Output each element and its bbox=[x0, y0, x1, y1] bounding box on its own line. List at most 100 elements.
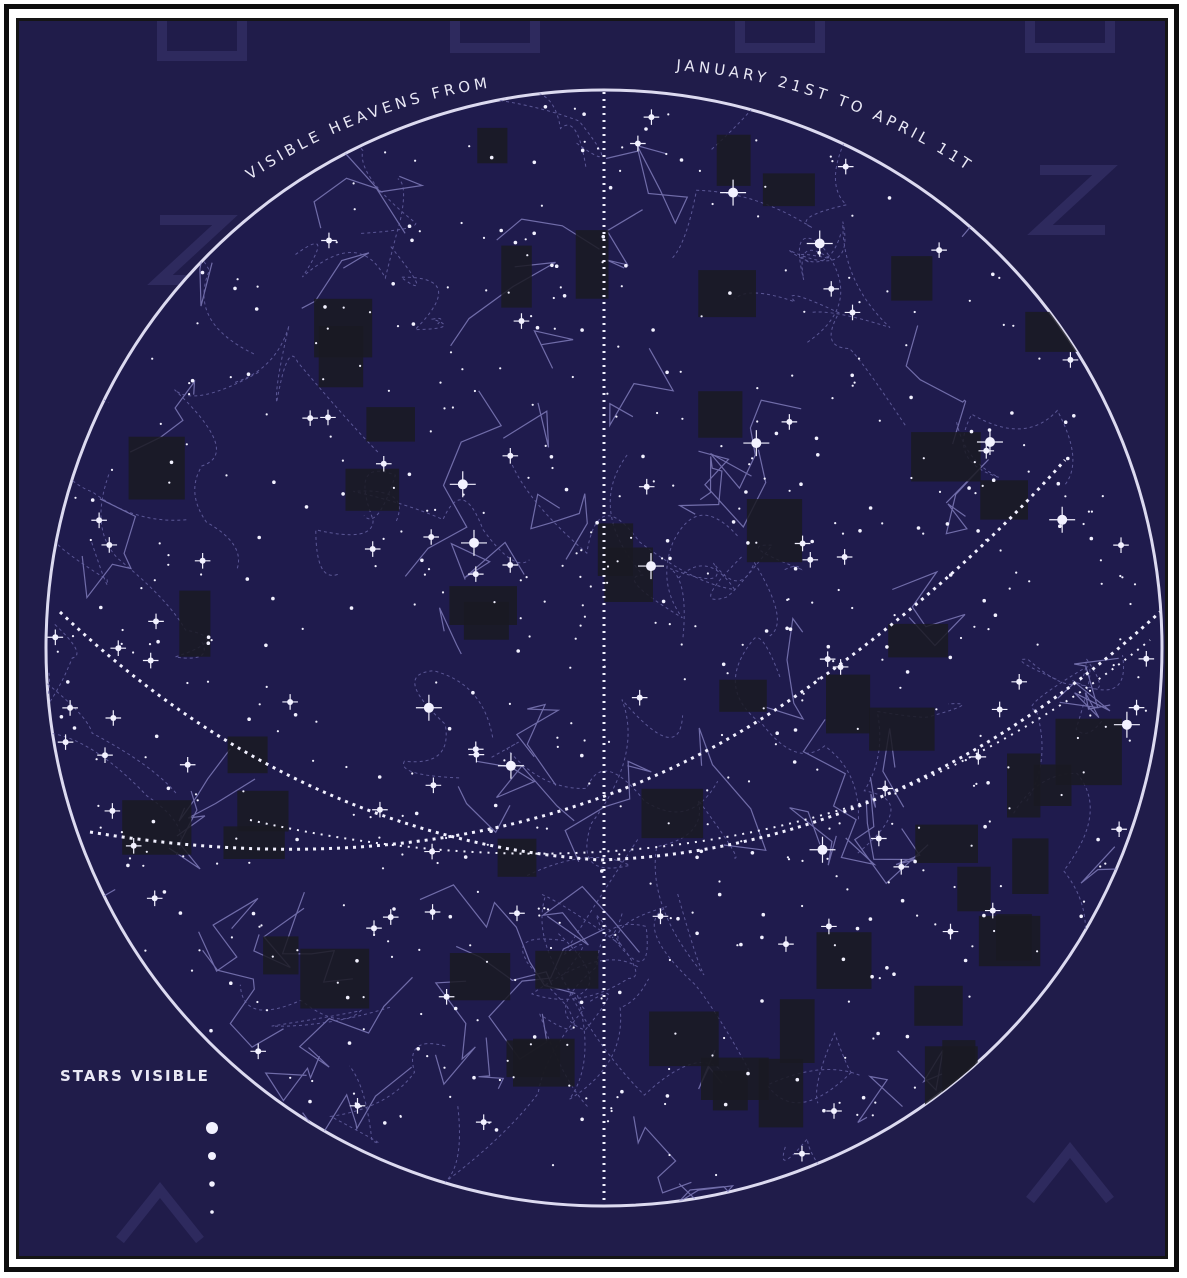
star bbox=[711, 1054, 714, 1057]
star bbox=[970, 844, 973, 847]
boundary-curve bbox=[174, 371, 259, 570]
star bbox=[543, 105, 548, 109]
star bbox=[445, 836, 448, 840]
star bbox=[583, 615, 587, 618]
star bbox=[844, 1056, 847, 1059]
image-artifacts bbox=[122, 127, 1122, 1128]
star bbox=[312, 759, 315, 762]
star bbox=[156, 639, 160, 644]
star bbox=[1104, 725, 1107, 728]
star bbox=[485, 289, 488, 292]
star-glint bbox=[821, 918, 837, 935]
artifact-patch bbox=[980, 480, 1028, 520]
star bbox=[661, 599, 666, 604]
star-glint bbox=[148, 613, 164, 630]
star bbox=[746, 541, 750, 545]
star bbox=[476, 1019, 479, 1022]
star bbox=[717, 892, 722, 897]
constellation-figure bbox=[434, 980, 476, 1086]
star bbox=[528, 635, 531, 638]
star-glint bbox=[877, 780, 893, 797]
star-glint bbox=[819, 651, 836, 667]
star bbox=[132, 651, 135, 654]
star bbox=[668, 958, 672, 962]
star bbox=[550, 263, 554, 268]
star bbox=[537, 907, 540, 910]
constellation-figure bbox=[633, 1116, 692, 1194]
artifact-patch bbox=[957, 866, 991, 912]
star bbox=[546, 908, 550, 911]
star-glint bbox=[1062, 352, 1079, 368]
star bbox=[792, 760, 797, 764]
star bbox=[791, 374, 794, 377]
star bbox=[1133, 583, 1137, 586]
star bbox=[885, 966, 889, 970]
star bbox=[590, 531, 593, 534]
star bbox=[608, 185, 613, 190]
star bbox=[254, 307, 259, 311]
boundary-curve bbox=[1020, 655, 1124, 691]
star bbox=[401, 853, 404, 856]
artifact-patch bbox=[575, 230, 609, 299]
star-glint bbox=[302, 410, 318, 426]
boundary-curve bbox=[561, 839, 728, 1096]
star-glint bbox=[970, 749, 987, 765]
star bbox=[922, 869, 925, 872]
star bbox=[1082, 771, 1085, 774]
star bbox=[89, 538, 92, 542]
star bbox=[453, 1006, 458, 1011]
star bbox=[461, 368, 464, 371]
star bbox=[741, 643, 744, 646]
star bbox=[392, 486, 395, 489]
star bbox=[573, 107, 577, 110]
star bbox=[618, 990, 622, 995]
star bbox=[74, 496, 77, 499]
star bbox=[508, 702, 511, 706]
star bbox=[315, 720, 318, 723]
constellation-figure bbox=[1059, 657, 1119, 709]
star bbox=[264, 643, 268, 648]
artifact-patch bbox=[698, 270, 756, 318]
boundary-curve bbox=[654, 799, 737, 976]
star bbox=[905, 344, 908, 347]
star bbox=[718, 880, 721, 883]
star bbox=[871, 1114, 874, 1117]
star bbox=[449, 1095, 452, 1098]
star bbox=[601, 234, 606, 239]
star bbox=[726, 672, 729, 675]
constellation-figure bbox=[438, 607, 462, 655]
constellation-figure bbox=[313, 177, 406, 234]
star bbox=[258, 703, 261, 706]
star bbox=[59, 715, 64, 719]
star bbox=[429, 430, 432, 433]
star bbox=[868, 917, 873, 921]
star bbox=[543, 600, 546, 603]
constellation-figure bbox=[81, 498, 137, 600]
star-glint bbox=[942, 923, 959, 940]
star bbox=[756, 387, 759, 390]
star bbox=[848, 276, 851, 279]
star bbox=[916, 914, 919, 917]
star bbox=[887, 881, 890, 884]
star bbox=[1129, 602, 1132, 606]
star bbox=[493, 601, 496, 604]
star-glint bbox=[802, 551, 819, 568]
star bbox=[543, 907, 546, 910]
star-glint bbox=[637, 553, 664, 580]
star bbox=[747, 780, 751, 783]
boundary-curve bbox=[609, 454, 738, 619]
star bbox=[304, 505, 309, 509]
star bbox=[251, 911, 256, 916]
star bbox=[315, 342, 318, 345]
star bbox=[1100, 582, 1103, 585]
star bbox=[579, 624, 582, 627]
star bbox=[900, 898, 905, 903]
star bbox=[506, 1059, 509, 1062]
star bbox=[831, 160, 834, 163]
star bbox=[564, 487, 569, 492]
star bbox=[296, 949, 299, 952]
star bbox=[206, 641, 211, 645]
star bbox=[760, 935, 764, 940]
star bbox=[381, 867, 385, 870]
